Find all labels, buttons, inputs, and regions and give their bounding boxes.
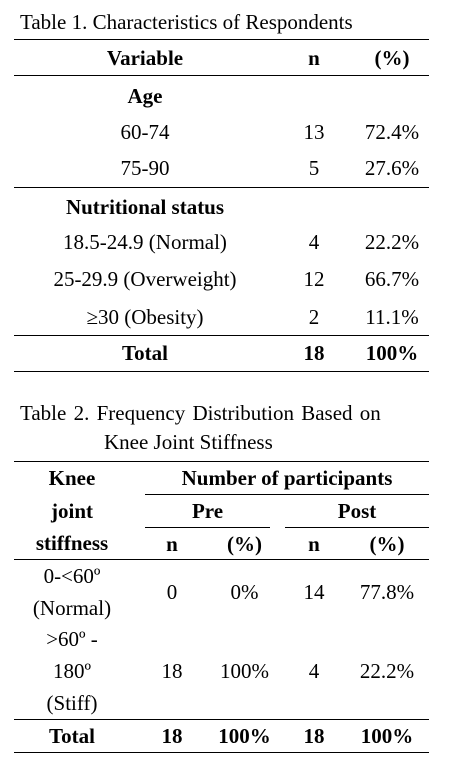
table2-header-pre-pct: (%) — [227, 532, 262, 556]
table1-total-rule — [14, 335, 429, 336]
total-n: 18 — [303, 341, 325, 365]
total-post-pct: 100% — [360, 724, 414, 748]
table2-top-rule — [14, 461, 429, 462]
table2-header-post: Post — [337, 499, 377, 523]
table1-group-age: Age — [127, 84, 163, 108]
row-label: ≥30 (Obesity) — [86, 305, 204, 329]
row-pct: 22.2% — [364, 230, 420, 254]
row-label: 25-29.9 (Overweight) — [53, 267, 237, 291]
row-n: 12 — [303, 267, 325, 291]
row-n: 5 — [308, 156, 320, 180]
table1-header-rule — [14, 75, 429, 76]
row-label: 18.5-24.9 (Normal) — [63, 230, 227, 254]
total-label: Total — [122, 341, 168, 365]
row-pre-n: 18 — [161, 659, 183, 683]
table2-header-var-line3: stiffness — [35, 531, 109, 555]
table2-header-post-n: n — [308, 532, 320, 556]
table1-caption: Table 1. Characteristics of Respondents — [20, 10, 353, 34]
row-pre-pct: 0% — [230, 580, 259, 604]
table2-total-rule — [14, 719, 429, 720]
table1-bottom-rule — [14, 371, 429, 372]
table1-group-nutritional-status: Nutritional status — [65, 195, 225, 219]
table2-header-var-line2: joint — [51, 499, 93, 523]
row-pre-n: 0 — [166, 580, 178, 604]
row-label-line2: 180º — [52, 659, 91, 683]
row-n: 4 — [308, 230, 320, 254]
row-n: 2 — [308, 305, 320, 329]
table1-group-rule — [14, 187, 429, 188]
table2-post-rule — [285, 527, 429, 528]
total-post-n: 18 — [303, 724, 325, 748]
table2-header-group: Number of participants — [181, 466, 393, 490]
row-label: 75-90 — [120, 156, 170, 180]
table2-header-pre: Pre — [191, 499, 224, 523]
table1-header-pct: (%) — [374, 46, 410, 70]
table1-top-rule — [14, 39, 429, 40]
table2-header-post-pct: (%) — [369, 532, 405, 556]
row-n: 13 — [303, 120, 325, 144]
table1-header-n: n — [308, 46, 320, 70]
row-post-n: 4 — [308, 659, 320, 683]
row-label-line3: (Stiff) — [46, 691, 98, 715]
row-pct: 11.1% — [365, 305, 419, 329]
table2-caption-line2: Knee Joint Stiffness — [104, 430, 273, 454]
row-pct: 27.6% — [364, 156, 420, 180]
row-post-n: 14 — [303, 580, 325, 604]
row-pct: 72.4% — [364, 120, 420, 144]
table2-header-rule — [14, 559, 429, 560]
row-post-pct: 22.2% — [359, 659, 415, 683]
table1-header-variable: Variable — [106, 46, 184, 70]
total-pre-pct: 100% — [218, 724, 271, 748]
table2-header-pre-n: n — [166, 532, 178, 556]
table2-group-rule — [145, 494, 429, 495]
total-pre-n: 18 — [161, 724, 183, 748]
row-pct: 66.7% — [364, 267, 420, 291]
row-post-pct: 77.8% — [359, 580, 415, 604]
row-label-line1: 0-<60º — [43, 564, 101, 588]
row-label-line2: (Normal) — [32, 596, 112, 620]
row-pre-pct: 100% — [220, 659, 269, 683]
table2-pre-rule — [145, 527, 270, 528]
row-label: 60-74 — [120, 120, 170, 144]
total-pct: 100% — [365, 341, 419, 365]
table2-bottom-rule — [14, 752, 429, 753]
total-label: Total — [49, 724, 95, 748]
table2-header-var-line1: Knee — [48, 466, 96, 490]
row-label-line1: >60º - — [46, 627, 98, 651]
table2-caption-line1: Table 2. Frequency Distribution Based on — [20, 401, 381, 425]
